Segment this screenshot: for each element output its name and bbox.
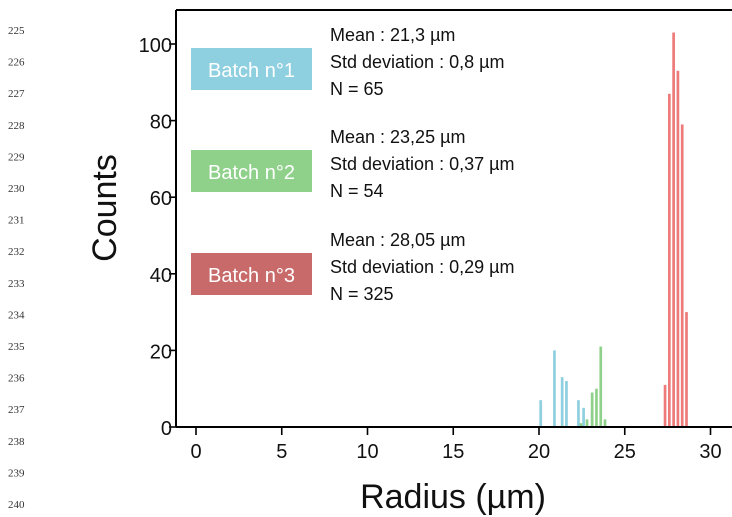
line-number: 228 xyxy=(8,120,25,132)
histogram-bar xyxy=(577,400,580,427)
line-number: 240 xyxy=(8,499,25,511)
x-axis-title: Radius (µm) xyxy=(360,478,546,516)
histogram-bar xyxy=(676,70,680,427)
line-number: 235 xyxy=(8,341,25,353)
batch-stat-line: N = 325 xyxy=(330,284,394,304)
histogram-bar xyxy=(685,312,688,427)
histogram-bar xyxy=(553,350,556,427)
batch-stat-line: Mean : 21,3 µm xyxy=(330,25,455,45)
batch-badge-label: Batch n°1 xyxy=(208,60,295,82)
line-numbers: 225 226 227 228 229 230 231 232 233 234 235 236 237 2… xyxy=(8,25,25,511)
histogram-bar xyxy=(672,32,675,427)
line-number: 230 xyxy=(8,183,25,195)
batch-stat-line: Std deviation : 0,8 µm xyxy=(330,52,504,72)
batch-stat-line: Std deviation : 0,29 µm xyxy=(330,257,514,277)
y-tick-label: 0 xyxy=(161,418,172,440)
y-tick-label: 80 xyxy=(150,112,172,134)
line-number: 238 xyxy=(8,436,25,448)
histogram-bar xyxy=(599,346,603,427)
line-number: 231 xyxy=(8,215,25,227)
batch-badge-label: Batch n°2 xyxy=(208,162,295,184)
histogram-bar xyxy=(585,419,589,427)
x-tick-label: 0 xyxy=(190,441,201,463)
histogram-bar xyxy=(603,419,607,427)
line-number: 225 xyxy=(8,25,25,37)
line-number: 226 xyxy=(8,57,25,69)
histogram-bar xyxy=(565,381,568,427)
line-number: 237 xyxy=(8,404,25,416)
x-tick-label: 20 xyxy=(528,441,550,463)
histogram-bar xyxy=(590,392,594,427)
histogram-bar xyxy=(579,423,583,427)
histogram-bar xyxy=(668,93,671,427)
batch-stat-line: Mean : 23,25 µm xyxy=(330,127,465,147)
line-number: 232 xyxy=(8,246,25,258)
axes: 0 5 10 15 20 25 30 0 20 40 60 80 100 xyxy=(139,9,732,463)
batch-badge xyxy=(191,48,312,90)
batch-annotations: Batch n°1 Mean : 21,3 µm Std deviation : 0… xyxy=(191,25,514,304)
batch-stat-line: Mean : 28,05 µm xyxy=(330,230,465,250)
batch-badge-label: Batch n°3 xyxy=(208,265,295,287)
line-number: 233 xyxy=(8,278,25,290)
histogram-bar xyxy=(595,388,598,427)
x-tick-label: 25 xyxy=(614,441,636,463)
batch-stat-line: N = 65 xyxy=(330,79,384,99)
plot-area xyxy=(539,32,688,428)
batch-badge xyxy=(191,150,312,192)
y-axis-title: Counts xyxy=(86,154,124,262)
line-number: 227 xyxy=(8,88,25,100)
x-tick-label: 30 xyxy=(699,441,721,463)
histogram-bar xyxy=(663,384,667,427)
histogram-bar xyxy=(582,407,585,427)
x-tick-label: 10 xyxy=(356,441,378,463)
line-number: 229 xyxy=(8,151,25,163)
batch-badge xyxy=(191,253,312,295)
histogram-bar xyxy=(539,400,543,427)
histogram-bar xyxy=(680,124,684,428)
x-tick-label: 15 xyxy=(442,441,464,463)
y-tick-label: 20 xyxy=(150,341,172,363)
histogram-bar xyxy=(560,377,564,427)
line-number: 234 xyxy=(8,309,25,321)
batch-stat-line: Std deviation : 0,37 µm xyxy=(330,154,514,174)
y-tick-label: 100 xyxy=(139,35,172,57)
y-tick-label: 60 xyxy=(150,188,172,210)
line-number: 236 xyxy=(8,373,25,385)
batch-stat-line: N = 54 xyxy=(330,181,384,201)
y-tick-label: 40 xyxy=(150,265,172,287)
x-tick-label: 5 xyxy=(276,441,287,463)
line-number: 239 xyxy=(8,467,25,479)
